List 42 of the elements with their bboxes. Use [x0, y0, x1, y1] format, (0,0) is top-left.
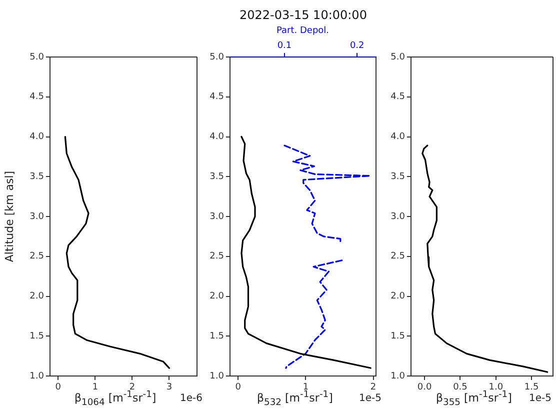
x-tick-label: 3 — [166, 382, 172, 393]
y-tick-label: 2.0 — [210, 292, 224, 302]
y-tick-label: 1.5 — [210, 331, 224, 342]
x-tick-label: 0 — [55, 382, 62, 393]
x-tick-label: 0 — [235, 382, 242, 393]
y-tick-label: 3.0 — [30, 212, 44, 222]
y-tick-label: 5.0 — [30, 52, 44, 62]
y-tick-label: 2.0 — [30, 292, 44, 302]
x-tick-label: 2 — [370, 382, 376, 393]
text: 1e-5 — [359, 393, 382, 404]
y-tick-label: 2.5 — [210, 252, 224, 262]
y-tick-label: 3.5 — [390, 172, 405, 182]
x2-tick-label: 0.2 — [350, 40, 364, 51]
y-tick-label: 1.0 — [390, 371, 406, 382]
chart-title: 2022-03-15 10:00:00 — [240, 8, 367, 22]
y-tick-label: 3.5 — [210, 172, 224, 182]
y-tick-label: 3.0 — [390, 212, 406, 222]
text: 1e-5 — [529, 393, 552, 404]
y-tick-label: 4.0 — [210, 132, 224, 142]
y-tick-label: 4.0 — [390, 132, 406, 142]
y-tick-label: 5.0 — [390, 52, 406, 62]
y-tick-label: 4.5 — [210, 92, 224, 102]
y-tick-label: 4.0 — [30, 132, 44, 142]
y-tick-label: 1.0 — [30, 371, 44, 382]
y-tick-label: 1.5 — [390, 331, 405, 342]
y-tick-label: 1.0 — [210, 371, 224, 382]
x-axis-title: β$_{532}$ [m$^{-1}$sr$^{-1}$] — [257, 389, 333, 408]
y-tick-label: 1.5 — [30, 331, 44, 342]
y-tick-label: 2.0 — [390, 292, 406, 302]
x-tick-label: 1.5 — [524, 382, 539, 393]
y-tick-label: 4.5 — [390, 92, 405, 102]
y-tick-label: 2.5 — [390, 252, 405, 262]
text: 1e-6 — [180, 393, 202, 404]
y-axis-title: Altitude [km asl] — [2, 170, 16, 262]
y-tick-label: 2.5 — [30, 252, 44, 262]
x2-tick-label: 0.1 — [277, 40, 292, 51]
y-tick-label: 3.0 — [210, 212, 224, 222]
y-tick-label: 5.0 — [210, 52, 224, 62]
x2-axis-title: Part. Depol. — [276, 26, 330, 36]
y-tick-label: 3.5 — [30, 172, 44, 182]
y-tick-label: 4.5 — [30, 92, 44, 102]
x-tick-label: 0.0 — [417, 382, 432, 393]
